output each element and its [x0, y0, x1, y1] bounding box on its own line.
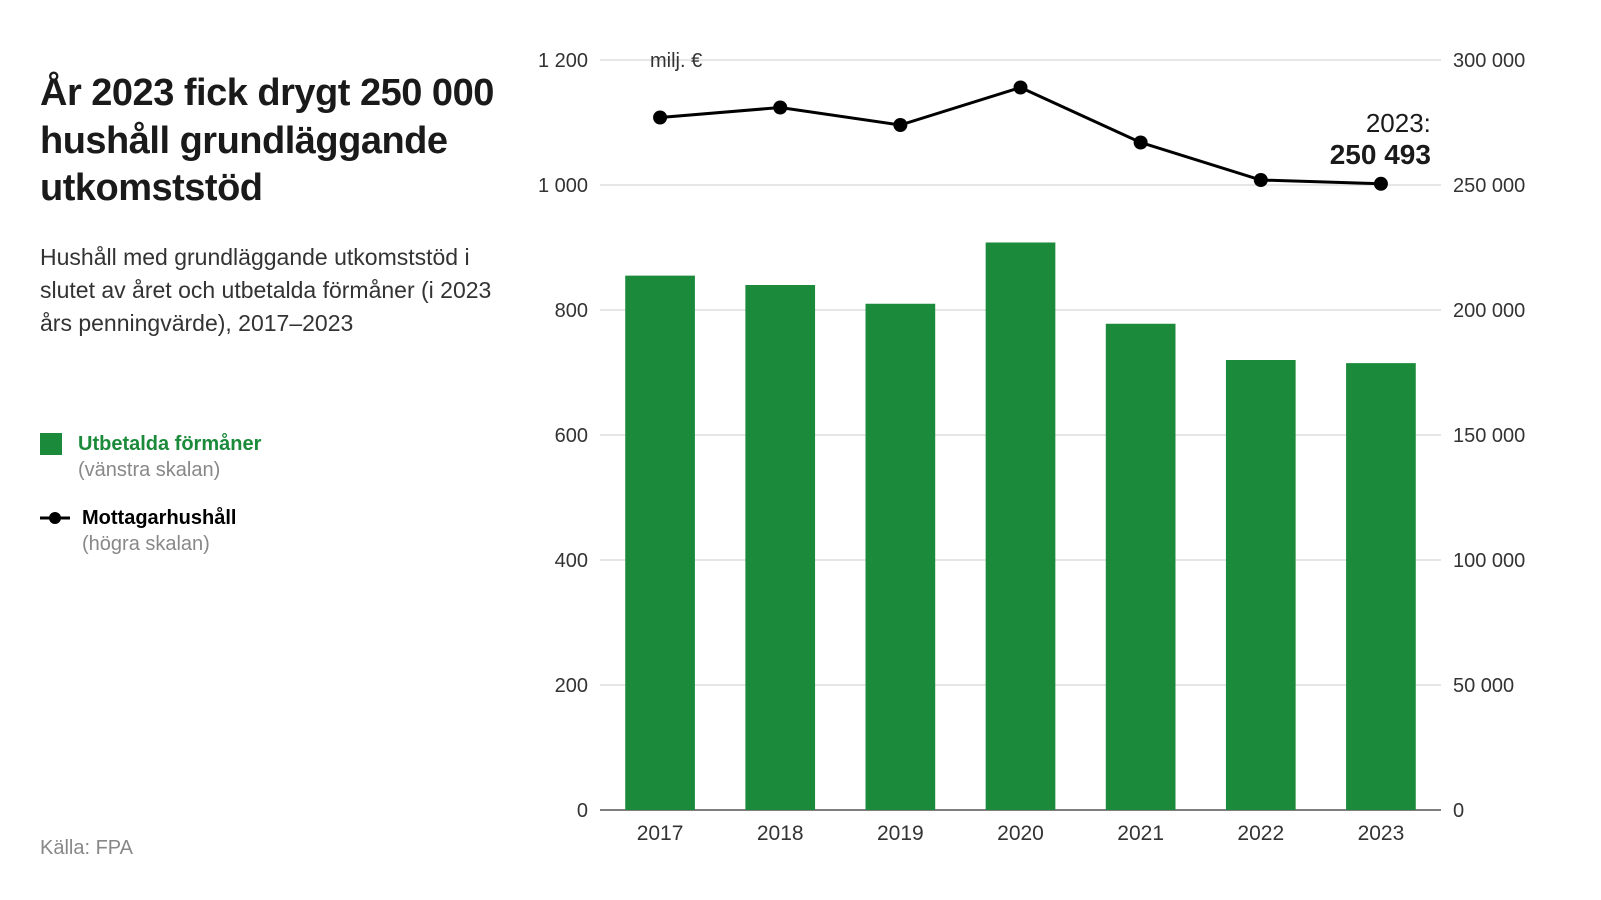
x-axis-label: 2022: [1237, 822, 1284, 845]
bar: [1346, 363, 1416, 810]
legend-bars-label: Utbetalda förmåner: [78, 433, 261, 455]
left-panel: År 2023 fick drygt 250 000 hushåll grund…: [40, 50, 520, 860]
line-swatch-icon: [40, 507, 70, 529]
legend-item-bars: Utbetalda förmåner (vänstra skalan): [40, 431, 500, 483]
chart-title: År 2023 fick drygt 250 000 hushåll grund…: [40, 70, 500, 213]
right-axis-tick: 100 000: [1453, 550, 1525, 572]
line-point: [893, 118, 907, 132]
bar: [1226, 360, 1296, 810]
left-axis-tick: 1 000: [538, 175, 588, 197]
x-axis-label: 2020: [997, 822, 1044, 845]
legend-bars-sub: (vänstra skalan): [78, 459, 220, 481]
left-axis-tick: 800: [555, 300, 588, 322]
right-axis-tick: 0: [1453, 800, 1464, 822]
bar-swatch-icon: [40, 433, 62, 455]
bar: [745, 285, 815, 810]
right-axis-tick: 50 000: [1453, 675, 1514, 697]
annotation-value: 250 493: [1330, 139, 1431, 170]
line-point: [1374, 177, 1388, 191]
source-label: Källa: FPA: [40, 837, 133, 860]
x-axis-label: 2021: [1117, 822, 1164, 845]
left-axis-tick: 400: [555, 550, 588, 572]
legend-line-sub: (högra skalan): [82, 533, 210, 555]
line-point: [773, 101, 787, 115]
x-axis-label: 2019: [877, 822, 924, 845]
legend: Utbetalda förmåner (vänstra skalan) Mott…: [40, 431, 500, 557]
line-point: [653, 111, 667, 125]
line-series: [660, 88, 1381, 184]
bar: [866, 304, 936, 810]
legend-item-line: Mottagarhushåll (högra skalan): [40, 505, 500, 557]
left-axis-tick: 600: [555, 425, 588, 447]
left-axis-unit: milj. €: [650, 50, 702, 72]
line-point: [1014, 81, 1028, 95]
annotation-year: 2023:: [1366, 108, 1431, 138]
right-axis-tick: 250 000: [1453, 175, 1525, 197]
right-axis-tick: 200 000: [1453, 300, 1525, 322]
left-axis-tick: 0: [577, 800, 588, 822]
bar: [625, 276, 695, 810]
left-axis-tick: 1 200: [538, 50, 588, 72]
right-axis-tick: 150 000: [1453, 425, 1525, 447]
bar: [986, 243, 1056, 811]
x-axis-label: 2018: [757, 822, 804, 845]
line-point: [1134, 136, 1148, 150]
legend-line-label: Mottagarhushåll: [82, 507, 236, 529]
chart-svg: 0 200 400 600 800 1 000 1 200 milj. € 0 50 000 100…: [520, 50, 1541, 860]
chart-area: 0 200 400 600 800 1 000 1 200 milj. € 0 50 000 100…: [520, 50, 1541, 860]
chart-subtitle: Hushåll med grundläggande utkomststöd i …: [40, 241, 500, 341]
x-axis-label: 2023: [1358, 822, 1405, 845]
right-axis-tick: 300 000: [1453, 50, 1525, 72]
left-axis-tick: 200: [555, 675, 588, 697]
bar: [1106, 324, 1176, 810]
line-point: [1254, 173, 1268, 187]
x-axis-label: 2017: [637, 822, 684, 845]
